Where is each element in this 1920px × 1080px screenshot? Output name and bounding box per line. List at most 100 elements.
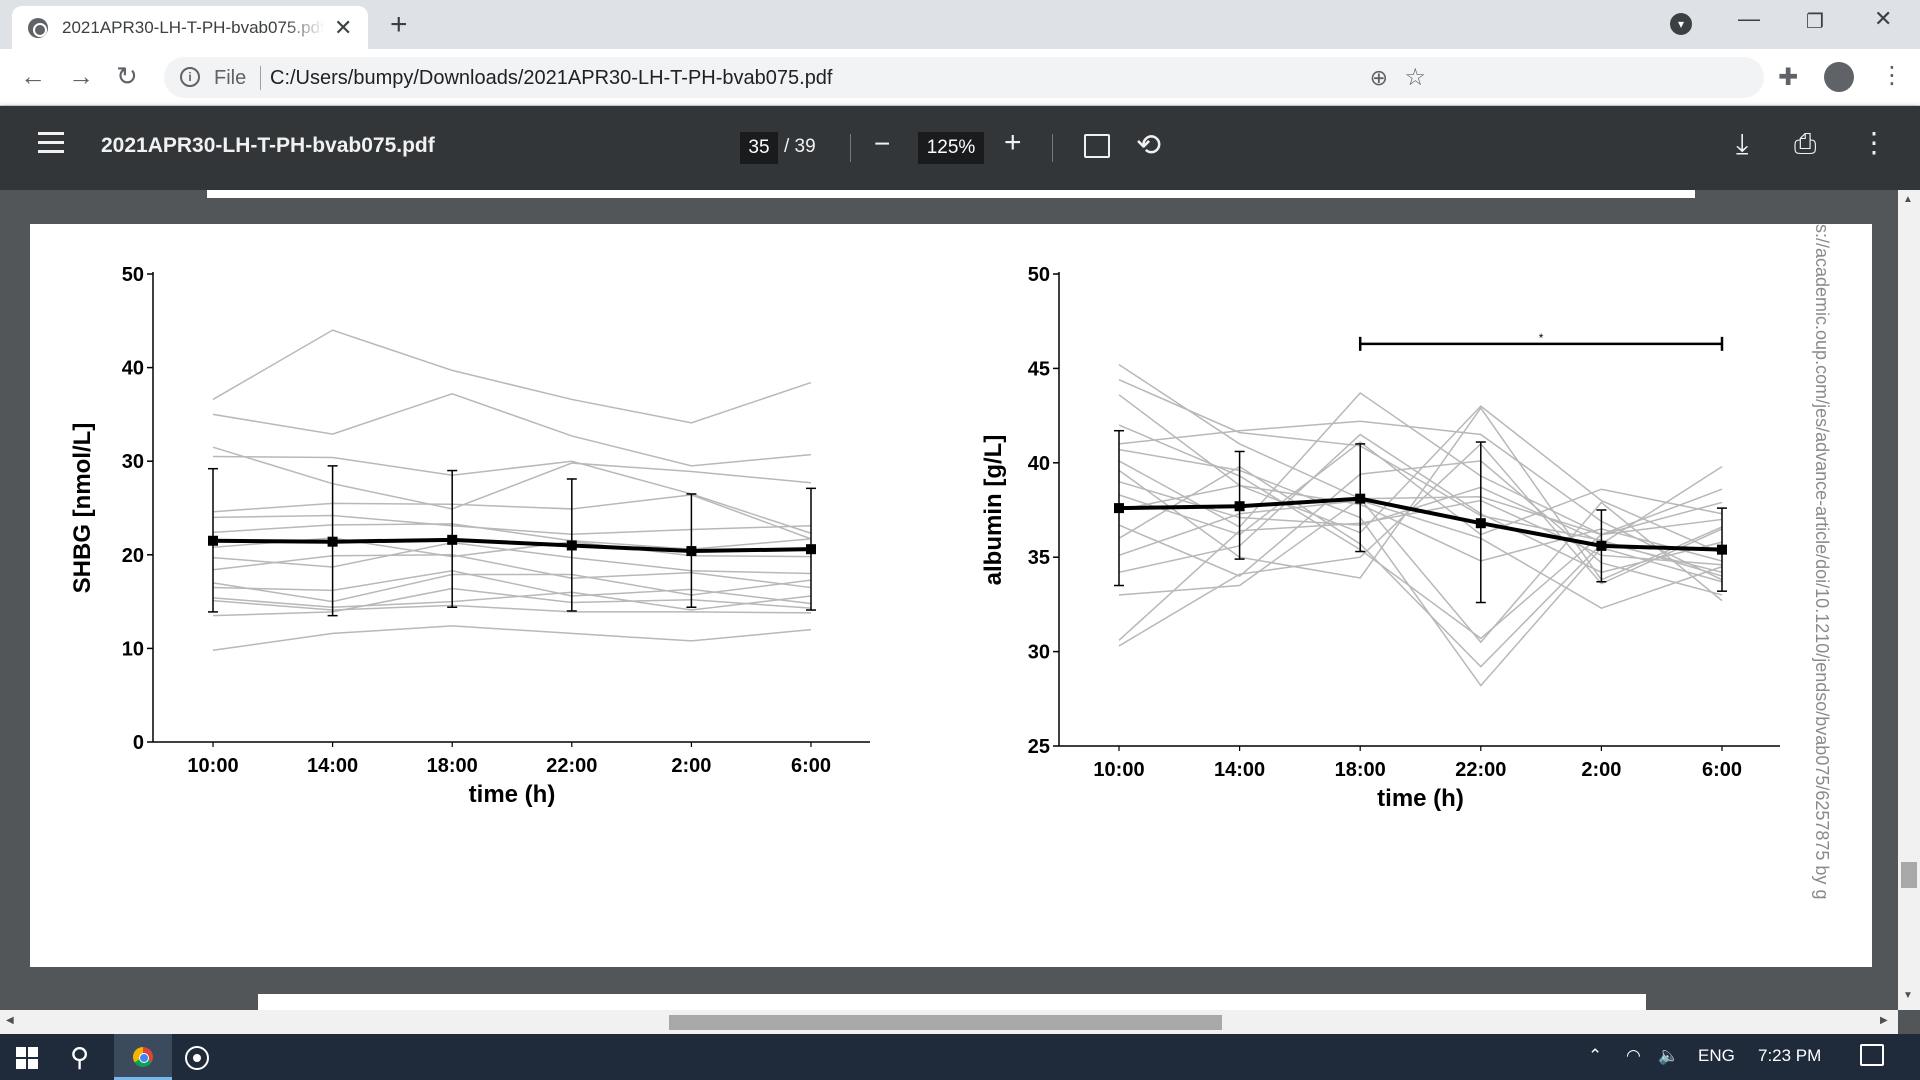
fit-page-icon[interactable] [1084, 134, 1110, 158]
chrome-taskbar-button[interactable] [114, 1034, 172, 1080]
individual-series-line [1118, 433, 1723, 574]
y-tick-label: 25 [1028, 736, 1050, 758]
zoom-in-icon[interactable]: + [1004, 126, 1022, 159]
window-close-icon[interactable]: ✕ [1874, 6, 1893, 31]
mean-series-line [212, 537, 812, 554]
mean-point [686, 546, 697, 557]
horizontal-scrollbar[interactable]: ◀ ▶ [0, 1010, 1898, 1034]
hamburger-icon[interactable] [38, 132, 64, 154]
x-tick-label: 18:00 [427, 755, 478, 777]
individual-series-line [1118, 499, 1723, 609]
individual-series-line [212, 554, 812, 589]
individual-series-line [1118, 484, 1723, 562]
vertical-scrollbar[interactable]: ▲ ▼ [1898, 190, 1920, 1010]
browser-tab[interactable]: 2021APR30-LH-T-PH-bvab075.pdf ✕ [12, 6, 368, 49]
individual-series-line [212, 514, 812, 535]
url-text[interactable]: C:/Users/bumpy/Downloads/2021APR30-LH-T-… [270, 67, 833, 89]
chevron-up-icon[interactable]: ⌃ [1588, 1046, 1603, 1065]
y-tick-label: 0 [133, 732, 144, 754]
zoom-input[interactable]: 125% [918, 132, 984, 164]
individual-series-line [1118, 394, 1723, 555]
previous-page-edge [207, 190, 1695, 198]
mean-point [1717, 544, 1727, 555]
restore-icon[interactable]: ❐ [1806, 11, 1824, 33]
y-tick-label: 40 [1028, 453, 1050, 475]
close-icon[interactable]: ✕ [334, 14, 353, 40]
individual-series-line [1118, 441, 1723, 536]
zoom-icon[interactable]: ⊕ [1369, 65, 1388, 90]
extensions-icon[interactable]: ✚ [1778, 64, 1799, 91]
mean-point [447, 534, 458, 545]
scroll-right-icon[interactable]: ▶ [1880, 1015, 1888, 1026]
scroll-down-icon[interactable]: ▼ [1903, 990, 1913, 1001]
y-tick-label: 50 [1028, 264, 1050, 286]
forward-icon[interactable]: → [68, 61, 94, 91]
print-icon[interactable]: ⎙ [1794, 128, 1817, 159]
individual-series-line [1118, 363, 1723, 536]
rotate-icon[interactable]: ⟲ [1136, 129, 1162, 162]
x-tick-label: 22:00 [1455, 759, 1506, 781]
windows-start-icon[interactable] [16, 1047, 38, 1069]
language-indicator[interactable]: ENG [1698, 1046, 1735, 1065]
x-tick-label: 22:00 [546, 755, 597, 777]
volume-icon[interactable]: 🔈 [1658, 1046, 1680, 1065]
download-icon[interactable]: ⤓ [1736, 128, 1749, 159]
minimize-icon[interactable]: — [1738, 6, 1760, 31]
y-tick-label: 40 [122, 358, 144, 380]
individual-series-line [212, 587, 812, 617]
y-axis-label: albumin [g/L] [980, 435, 1007, 586]
notification-icon[interactable] [1860, 1044, 1884, 1066]
wifi-icon[interactable]: ◠ [1626, 1046, 1641, 1065]
x-tick-label: 6:00 [1702, 759, 1742, 781]
star-icon[interactable]: ☆ [1404, 64, 1426, 91]
plus-icon[interactable]: + [390, 8, 408, 41]
url-separator [260, 66, 261, 90]
individual-series-line [212, 494, 812, 540]
pdf-viewer[interactable]: 0 10 20 30 40 50 10:00 14:00 18:00 22:00 2:00 6:00 t… [0, 190, 1898, 1010]
vertical-scroll-thumb[interactable] [1901, 862, 1917, 888]
mean-point [1596, 540, 1607, 551]
scroll-left-icon[interactable]: ◀ [6, 1015, 14, 1026]
back-icon[interactable]: ← [20, 61, 46, 91]
significance-label: * [1539, 331, 1544, 345]
mean-series-line [1118, 496, 1723, 552]
individual-series-line [1118, 497, 1723, 644]
individual-series-line [212, 393, 812, 467]
tab-title: 2021APR30-LH-T-PH-bvab075.pdf [62, 17, 324, 37]
y-tick-label: 45 [1028, 358, 1050, 380]
y-tick-label: 20 [122, 545, 144, 567]
zoom-out-icon[interactable]: − [874, 128, 891, 159]
url-scheme: File [214, 67, 247, 89]
chrome-icon [133, 1047, 153, 1067]
toolbar-divider [1052, 134, 1053, 162]
albumin-chart: 25 30 35 40 45 50 10:00 14:00 18:00 22:00 2:00 6:00… [980, 264, 1780, 812]
profile-icon[interactable] [1824, 62, 1854, 92]
individual-series-line [1118, 460, 1723, 596]
tab-search-icon[interactable]: ▾ [1670, 13, 1692, 35]
individual-series-line [1118, 406, 1723, 581]
address-bar[interactable]: i File C:/Users/bumpy/Downloads/2021APR3… [164, 57, 1764, 98]
page-number-input[interactable]: 35 [740, 132, 778, 164]
info-icon[interactable]: i [180, 67, 200, 87]
taskbar: ⚲ ⌃ ◠ 🔈 ENG 7:23 PM [0, 1034, 1920, 1080]
search-icon[interactable]: ⚲ [70, 1042, 90, 1072]
scroll-up-icon[interactable]: ▲ [1903, 194, 1913, 205]
menu-icon[interactable]: ⋮ [1880, 62, 1904, 89]
clock[interactable]: 7:23 PM [1758, 1046, 1822, 1065]
mean-point [1475, 518, 1486, 529]
next-page-edge [258, 994, 1646, 1010]
individual-series-line [212, 541, 812, 575]
globe-icon [28, 17, 48, 38]
app-icon[interactable] [185, 1046, 209, 1070]
mean-point [327, 536, 338, 547]
x-tick-label: 10:00 [187, 755, 238, 777]
reload-icon[interactable]: ↻ [116, 61, 138, 91]
mean-point [1355, 493, 1366, 504]
horizontal-scroll-thumb[interactable] [669, 1015, 1222, 1030]
mean-point [566, 540, 577, 551]
individual-series-line [212, 446, 812, 510]
page-total: / 39 [784, 136, 816, 157]
more-icon[interactable]: ⋮ [1860, 127, 1888, 158]
individual-series-line [212, 329, 812, 424]
y-tick-label: 35 [1028, 547, 1050, 569]
